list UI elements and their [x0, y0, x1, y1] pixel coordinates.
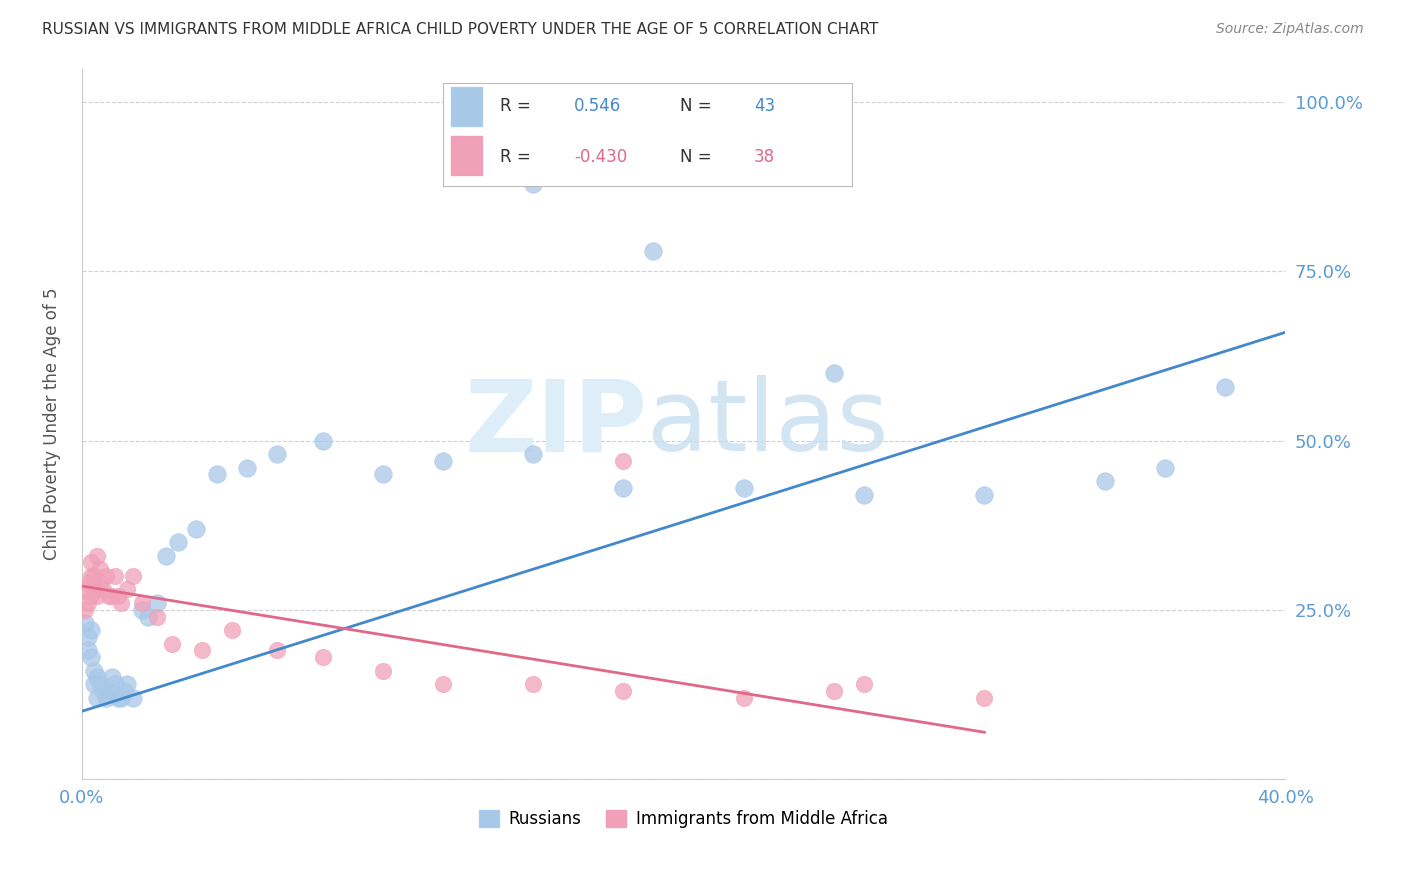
- Point: [160, 637, 183, 651]
- Point: [98, 684, 121, 698]
- Point: [612, 684, 634, 698]
- Point: [236, 460, 259, 475]
- Point: [266, 447, 288, 461]
- Point: [89, 562, 111, 576]
- Point: [853, 488, 876, 502]
- Point: [98, 589, 121, 603]
- Point: [107, 589, 129, 603]
- Point: [733, 690, 755, 705]
- Point: [77, 596, 100, 610]
- Text: Source: ZipAtlas.com: Source: ZipAtlas.com: [1216, 22, 1364, 37]
- Point: [122, 569, 145, 583]
- Point: [1153, 460, 1175, 475]
- Point: [73, 603, 96, 617]
- Point: [432, 454, 454, 468]
- Point: [91, 582, 114, 597]
- Point: [112, 684, 135, 698]
- Text: atlas: atlas: [647, 376, 889, 472]
- Point: [107, 690, 129, 705]
- Point: [973, 690, 995, 705]
- Point: [266, 643, 288, 657]
- Point: [136, 609, 159, 624]
- Point: [311, 434, 333, 448]
- Point: [1213, 379, 1236, 393]
- Point: [522, 677, 544, 691]
- Point: [89, 575, 111, 590]
- Point: [91, 684, 114, 698]
- Text: ZIP: ZIP: [464, 376, 647, 472]
- Point: [73, 582, 96, 597]
- Point: [80, 569, 103, 583]
- Y-axis label: Child Poverty Under the Age of 5: Child Poverty Under the Age of 5: [44, 287, 60, 560]
- Point: [155, 549, 177, 563]
- Point: [104, 569, 127, 583]
- Point: [80, 589, 103, 603]
- Point: [311, 650, 333, 665]
- Point: [104, 677, 127, 691]
- Point: [122, 690, 145, 705]
- Point: [973, 488, 995, 502]
- Text: RUSSIAN VS IMMIGRANTS FROM MIDDLE AFRICA CHILD POVERTY UNDER THE AGE OF 5 CORREL: RUSSIAN VS IMMIGRANTS FROM MIDDLE AFRICA…: [42, 22, 879, 37]
- Point: [131, 603, 153, 617]
- Point: [77, 575, 100, 590]
- Point: [77, 630, 100, 644]
- Point: [643, 244, 665, 259]
- Point: [110, 596, 132, 610]
- Point: [115, 582, 138, 597]
- Point: [80, 556, 103, 570]
- Point: [77, 643, 100, 657]
- Point: [522, 447, 544, 461]
- Point: [733, 481, 755, 495]
- Point: [83, 582, 105, 597]
- Point: [191, 643, 214, 657]
- Point: [823, 366, 845, 380]
- Point: [432, 677, 454, 691]
- Point: [94, 569, 117, 583]
- Point: [86, 670, 108, 684]
- Point: [73, 616, 96, 631]
- Point: [612, 481, 634, 495]
- Point: [371, 467, 394, 482]
- Point: [101, 589, 124, 603]
- Point: [83, 664, 105, 678]
- Point: [115, 677, 138, 691]
- Point: [86, 589, 108, 603]
- Point: [823, 684, 845, 698]
- Point: [83, 569, 105, 583]
- Point: [80, 623, 103, 637]
- Point: [131, 596, 153, 610]
- Point: [83, 677, 105, 691]
- Point: [207, 467, 229, 482]
- Point: [221, 623, 243, 637]
- Point: [612, 454, 634, 468]
- Point: [371, 664, 394, 678]
- Point: [101, 670, 124, 684]
- Point: [1094, 474, 1116, 488]
- Point: [110, 690, 132, 705]
- Point: [80, 650, 103, 665]
- Point: [86, 690, 108, 705]
- Point: [146, 596, 169, 610]
- Point: [146, 609, 169, 624]
- Point: [186, 522, 208, 536]
- Point: [167, 535, 190, 549]
- Point: [94, 690, 117, 705]
- Legend: Russians, Immigrants from Middle Africa: Russians, Immigrants from Middle Africa: [472, 803, 896, 835]
- Point: [853, 677, 876, 691]
- Point: [86, 549, 108, 563]
- Point: [522, 177, 544, 191]
- Point: [89, 677, 111, 691]
